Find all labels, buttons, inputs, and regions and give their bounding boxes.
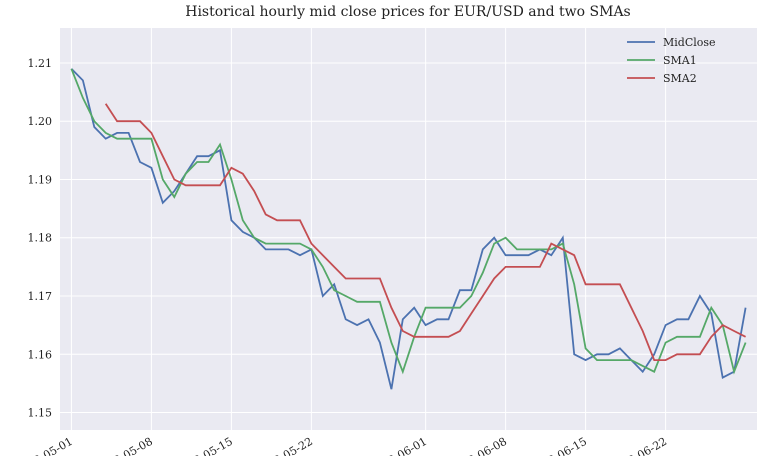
legend-label: SMA2 xyxy=(663,72,697,85)
x-tick-label: 2018-06-15 xyxy=(528,435,589,456)
x-tick-label: 2018-05-22 xyxy=(253,435,314,456)
legend-label: MidClose xyxy=(663,36,716,49)
x-tick-label: 2018-05-15 xyxy=(173,435,234,456)
x-tick-label: 2018-06-22 xyxy=(608,435,669,456)
chart-title: Historical hourly mid close prices for E… xyxy=(185,4,631,20)
y-tick-label: 1.15 xyxy=(28,407,53,420)
x-tick-label: 2018-06-08 xyxy=(448,435,509,456)
series-line xyxy=(104,103,747,361)
legend-label: SMA1 xyxy=(663,54,697,67)
y-tick-label: 1.16 xyxy=(28,348,53,361)
y-tick-label: 1.21 xyxy=(28,57,53,70)
x-tick-label: 2018-06-01 xyxy=(368,435,429,456)
plot-area xyxy=(60,28,757,430)
y-tick-label: 1.18 xyxy=(28,232,53,245)
y-tick-label: 1.20 xyxy=(28,115,53,128)
y-tick-label: 1.17 xyxy=(28,290,53,303)
x-tick-label: 2018-05-01 xyxy=(14,435,75,456)
x-tick-label: 2018-05-08 xyxy=(93,435,154,456)
series-line xyxy=(70,68,747,375)
y-tick-label: 1.19 xyxy=(28,173,53,186)
